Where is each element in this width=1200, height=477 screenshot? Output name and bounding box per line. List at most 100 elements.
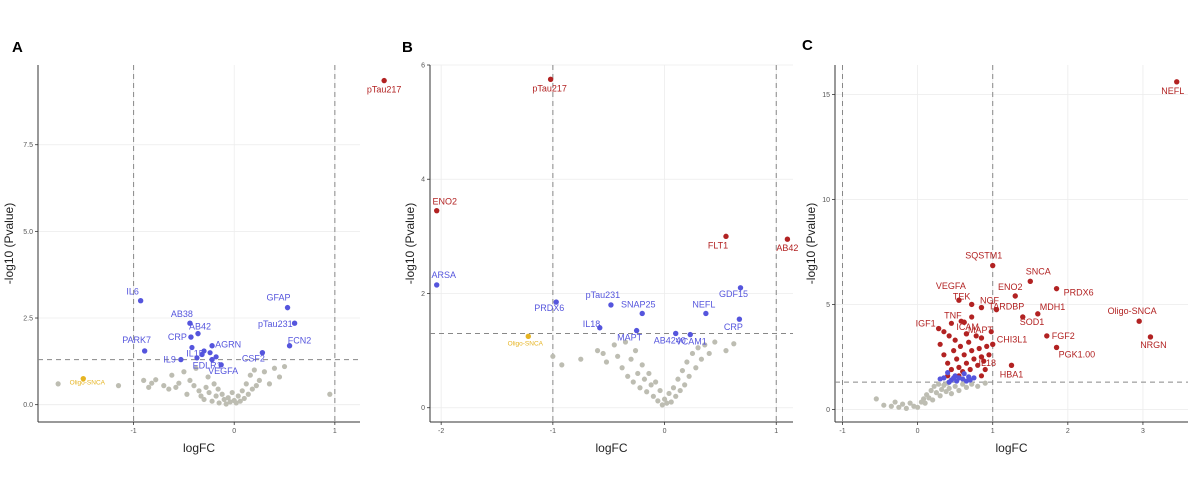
- point-crp: [188, 334, 194, 340]
- point-label-oligo-snca: Oligo-SNCA: [508, 340, 544, 347]
- y-tick-label: 6: [421, 63, 425, 70]
- significant-point: [975, 362, 981, 368]
- significant-point: [954, 356, 960, 362]
- ns-point: [896, 404, 902, 410]
- y-tick-label: 7.5: [23, 142, 33, 149]
- significant-point: [976, 345, 982, 352]
- point-tek: [968, 301, 975, 308]
- point-nefl: [703, 310, 709, 317]
- significant-point: [967, 366, 973, 373]
- panel-b: B 0 2 4 6 -2 -1 0 1 logFC -log10 (Pvalue) pTau217 EN…: [402, 39, 798, 455]
- ns-point: [946, 385, 952, 391]
- ns-point: [603, 359, 610, 365]
- ns-point: [670, 385, 677, 391]
- y-tick-label: 10: [822, 197, 830, 204]
- point-label-igf1: IGF1: [916, 319, 936, 329]
- point-label-ptau217: pTau217: [532, 83, 567, 93]
- ns-point: [115, 383, 122, 389]
- ns-point: [930, 397, 936, 403]
- point-sod1: [1020, 314, 1026, 320]
- ns-point: [191, 383, 197, 389]
- ns-point: [641, 376, 648, 382]
- ns-point: [327, 391, 333, 397]
- ns-point: [187, 377, 193, 384]
- significant-point: [194, 355, 200, 361]
- ns-point: [276, 374, 283, 380]
- point-mdh1: [1035, 311, 1041, 317]
- point-label-nefl: NEFL: [1161, 86, 1184, 96]
- ns-point: [881, 402, 887, 408]
- point-pgk1-00: [1053, 344, 1060, 351]
- ns-point: [181, 369, 187, 375]
- point-ptau231: [608, 302, 614, 308]
- point-agrn: [209, 343, 215, 349]
- ns-point: [219, 391, 225, 397]
- x-tick-label: -1: [130, 428, 136, 435]
- ns-point: [982, 380, 988, 386]
- point-label-nrgn: NRGN: [1140, 340, 1167, 350]
- point-label-arsa: ARSA: [431, 270, 456, 280]
- ns-point: [184, 391, 190, 397]
- ns-point: [243, 381, 249, 387]
- point-label-tnf: TNF: [944, 310, 962, 320]
- point-il9: [178, 356, 184, 363]
- significant-point: [948, 366, 955, 373]
- ns-point: [677, 387, 683, 394]
- down-point: [946, 379, 952, 385]
- significant-point: [986, 352, 992, 358]
- x-tick-label: 2: [1066, 428, 1070, 435]
- y-axis-title: -log10 (Pvalue): [2, 203, 16, 284]
- ns-point: [963, 384, 970, 390]
- point-park7: [141, 348, 148, 354]
- point-label-nefl: NEFL: [692, 299, 715, 309]
- point-label-il18: IL18: [978, 358, 996, 368]
- point-label-park7: PARK7: [122, 335, 151, 345]
- ns-point: [659, 402, 665, 408]
- ns-point: [907, 400, 913, 406]
- ns-point: [960, 381, 966, 387]
- point-nefl: [1174, 79, 1180, 85]
- point-label-mdh1: MDH1: [1040, 302, 1066, 312]
- ns-point: [146, 384, 152, 390]
- point-snap25: [639, 310, 645, 317]
- significant-point: [969, 314, 975, 320]
- ns-point: [937, 393, 943, 399]
- ns-point: [615, 353, 621, 359]
- point-label-sod1: SOD1: [1020, 317, 1045, 327]
- point-label-gfap: GFAP: [267, 293, 291, 303]
- significant-point: [946, 333, 952, 339]
- panel-a: A 0.0 2.5 5.0 7.5 -1 0 1 logFC -log10 (Pvalue) pTa…: [2, 39, 401, 455]
- point-label-crp: CRP: [724, 322, 743, 332]
- ns-point: [249, 386, 255, 392]
- ns-point: [223, 401, 229, 407]
- ns-point: [952, 383, 958, 389]
- ns-point: [225, 395, 231, 401]
- y-tick-label: 15: [822, 92, 830, 99]
- point-label-ptau231: pTau231: [258, 319, 293, 329]
- point-oligo-snca: [525, 333, 531, 340]
- ns-point: [632, 348, 639, 354]
- point-label-fgf2: FGF2: [1052, 331, 1075, 341]
- point-gdf15: [737, 285, 744, 291]
- ns-point: [644, 389, 650, 395]
- point-label-prdx6: PRDX6: [1064, 288, 1094, 298]
- point-label-snap25: SNAP25: [621, 299, 656, 309]
- significant-point: [981, 358, 987, 364]
- ns-point: [928, 387, 934, 394]
- ns-point: [251, 367, 257, 373]
- ns-point: [619, 365, 625, 371]
- ns-point: [611, 342, 617, 348]
- ns-point: [193, 365, 199, 371]
- y-axis-title: -log10 (Pvalue): [403, 203, 417, 284]
- point-label-oligo-snca: Oligo-SNCA: [1108, 306, 1157, 316]
- point-flt1: [723, 233, 729, 240]
- point-ptau217: [381, 77, 387, 84]
- point-label-vegfa: VEGFA: [208, 366, 238, 376]
- ns-point: [198, 393, 204, 399]
- ns-point: [664, 400, 670, 406]
- point-label-il15: IL15: [186, 348, 204, 358]
- point-tnf: [961, 319, 967, 325]
- ns-point: [698, 356, 705, 362]
- point-label-tardbp: TARDBP: [988, 302, 1024, 312]
